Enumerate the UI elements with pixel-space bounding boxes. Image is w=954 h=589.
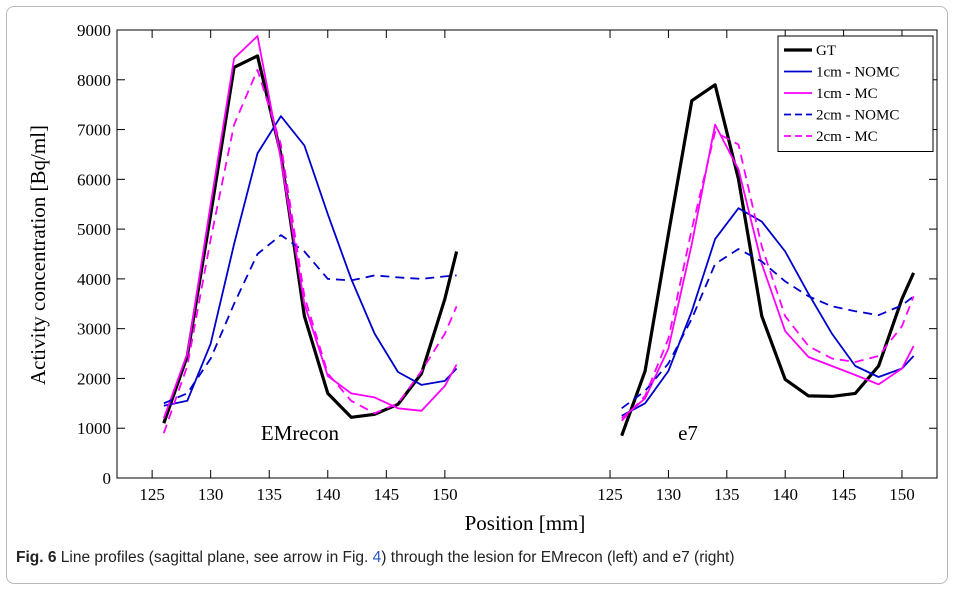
series-line-emrecon-4 [162,68,458,434]
series-line-emrecon-1 [163,115,458,407]
y-tick-label: 0 [103,469,112,488]
panel-labels: EMrecon e7 [261,421,698,445]
panel-label: e7 [678,421,698,445]
y-ticks: 0 1000 2000 3000 4000 5000 6000 7000 8000 9000 [77,21,937,488]
series-line-e7-1 [621,207,915,417]
legend-entry: 2cm - MC [816,129,878,145]
y-tick-label: 4000 [77,270,111,289]
y-axis-label: Activity concentration [Bq/ml] [26,125,50,385]
caption-figure-link[interactable]: 4 [372,549,382,566]
x-tick-label: 125 [139,485,165,504]
x-tick-label: 145 [831,485,857,504]
legend: GT 1cm - NOMC 1cm - MC 2cm - NOMC 2cm - MC [777,35,934,152]
legend-entry: 1cm - MC [816,86,878,102]
x-tick-label: 140 [772,485,798,504]
axes-box [116,29,938,479]
series-line-e7-3 [621,248,915,410]
x-tick-label: 150 [889,485,915,504]
axes [116,29,938,479]
x-tick-label: 145 [374,485,400,504]
line-profile-chart: 0 1000 2000 3000 4000 5000 6000 7000 8000 9000 12… [26,21,938,535]
series-line-emrecon-3 [163,234,457,405]
panel-label: EMrecon [261,421,340,445]
figure-caption: Fig. 6 Line profiles (sagittal plane, se… [16,549,936,567]
series-line-e7-0 [620,83,916,437]
y-tick-label: 1000 [77,419,111,438]
y-tick-label: 8000 [77,71,111,90]
y-tick-label: 2000 [77,369,111,388]
series-line-emrecon-0 [162,54,459,424]
x-tick-label: 125 [597,485,623,504]
x-tick-label: 135 [256,485,282,504]
x-tick-label: 130 [656,485,682,504]
y-tick-label: 6000 [77,170,111,189]
series-lines [162,35,916,437]
y-tick-label: 5000 [77,220,111,239]
caption-text-end: ) through the lesion for EMrecon (left) … [381,549,735,566]
x-tick-label: 150 [432,485,458,504]
x-tick-label: 140 [315,485,341,504]
caption-text-start: Line profiles (sagittal plane, see arrow… [56,549,373,566]
legend-entry: GT [816,43,836,59]
legend-entry: 2cm - NOMC [816,108,899,124]
x-tick-label: 135 [714,485,740,504]
caption-figure-label: Fig. 6 [16,549,57,566]
legend-entry: 1cm - NOMC [816,65,899,81]
y-tick-label: 3000 [77,320,111,339]
y-tick-label: 7000 [77,121,111,140]
y-tick-label: 9000 [77,21,111,40]
x-axis-label: Position [mm] [465,511,586,535]
series-line-e7-2 [621,123,915,419]
x-tick-label: 130 [198,485,224,504]
x-ticks: 125 130 135 140 145 150 125 130 135 140 145 150 [139,30,915,504]
series-line-emrecon-2 [162,35,458,419]
series-line-e7-4 [621,131,915,422]
